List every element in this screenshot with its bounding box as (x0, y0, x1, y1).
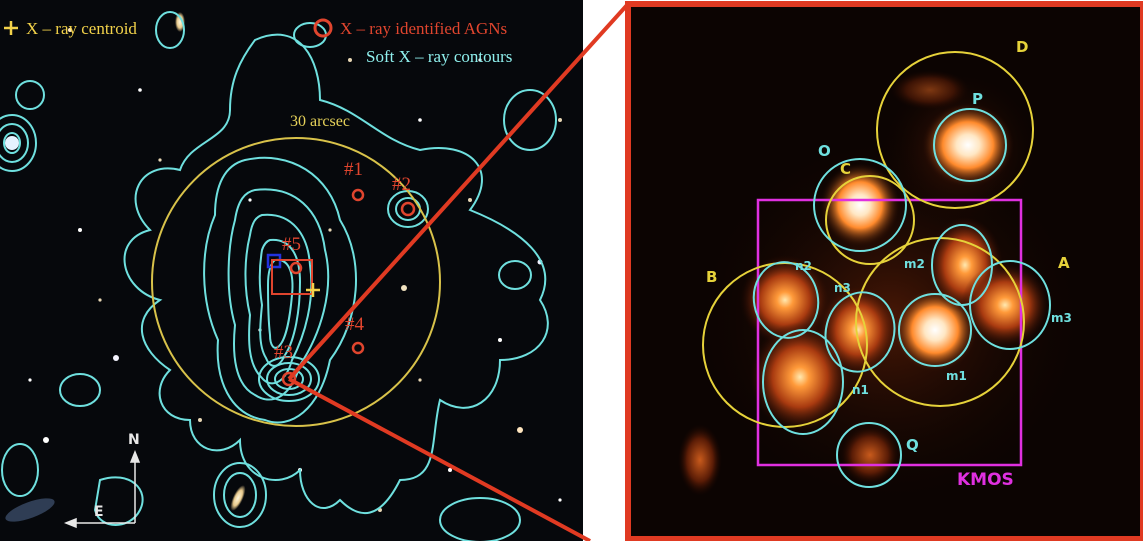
agn-marker-3 (281, 371, 297, 387)
cyan-apertures (752, 108, 1051, 488)
aperture-Q (836, 422, 902, 488)
label-Q: Q (906, 436, 919, 454)
xray-centroid-cross (306, 283, 320, 297)
legend: X – ray centroid X – ray identified AGNs… (4, 18, 512, 66)
agn-markers (281, 188, 416, 387)
agn-marker-5 (289, 261, 303, 275)
agn-label-4: #4 (345, 314, 365, 335)
right-panel-frame (625, 1, 1143, 541)
label-n2: n2 (795, 259, 812, 273)
legend-contours-label: Soft X – ray contours (366, 47, 512, 66)
label-O: O (818, 142, 831, 160)
compass: N E (63, 432, 141, 529)
zoom-region-box (271, 259, 313, 295)
agn-marker-2 (400, 201, 416, 217)
right-panel: KMOS A B C D O P Q (625, 1, 1143, 541)
aperture-n3 (824, 291, 896, 373)
kmos-footprint (756, 198, 1023, 467)
agn-labels: #1 #2 #3 #4 #5 (274, 159, 411, 363)
aperture-m3 (969, 260, 1051, 350)
agn-label-1: #1 (344, 159, 363, 180)
label-C: C (840, 160, 851, 178)
label-P: P (972, 90, 983, 108)
agn-legend-icon (313, 18, 333, 38)
label-m1: m1 (946, 369, 967, 383)
legend-centroid-label: X – ray centroid (26, 19, 137, 38)
label-A: A (1058, 254, 1070, 272)
aperture-P (933, 108, 1007, 182)
aperture-O (813, 158, 907, 252)
agn-marker-1 (351, 188, 365, 202)
zoom-connector-lines (287, 2, 630, 541)
agn-label-3: #3 (274, 342, 293, 363)
kmos-label: KMOS (957, 470, 1014, 490)
label-D: D (1016, 38, 1028, 56)
aperture-m1 (898, 293, 972, 367)
background-galaxies (5, 12, 562, 522)
soft-xray-contours (0, 11, 557, 541)
emission-blobs (678, 70, 1090, 510)
aperture-30arcsec-circle (151, 137, 441, 427)
scale-label: 30 arcsec (290, 113, 350, 130)
agn-label-5: #5 (282, 234, 301, 255)
label-m2: m2 (904, 257, 925, 271)
compass-east: E (94, 504, 104, 520)
centroid-legend-icon (4, 21, 18, 35)
left-panel: 30 arcsec #1 #2 #3 #4 #5 (0, 0, 583, 541)
label-B: B (706, 268, 717, 286)
legend-agn-label: X – ray identified AGNs (340, 19, 507, 38)
label-n3: n3 (834, 281, 851, 295)
aperture-n2 (752, 261, 820, 339)
compass-north: N (128, 432, 140, 448)
agn-label-2: #2 (392, 174, 411, 195)
agn-marker-4 (351, 341, 365, 355)
component-labels: A B C D O P Q m1 m2 m3 n1 n2 n3 (706, 38, 1072, 454)
aperture-D (876, 51, 1034, 209)
aperture-C (825, 175, 915, 265)
aperture-n1 (762, 329, 844, 435)
label-n1: n1 (852, 383, 869, 397)
label-m3: m3 (1051, 311, 1072, 325)
